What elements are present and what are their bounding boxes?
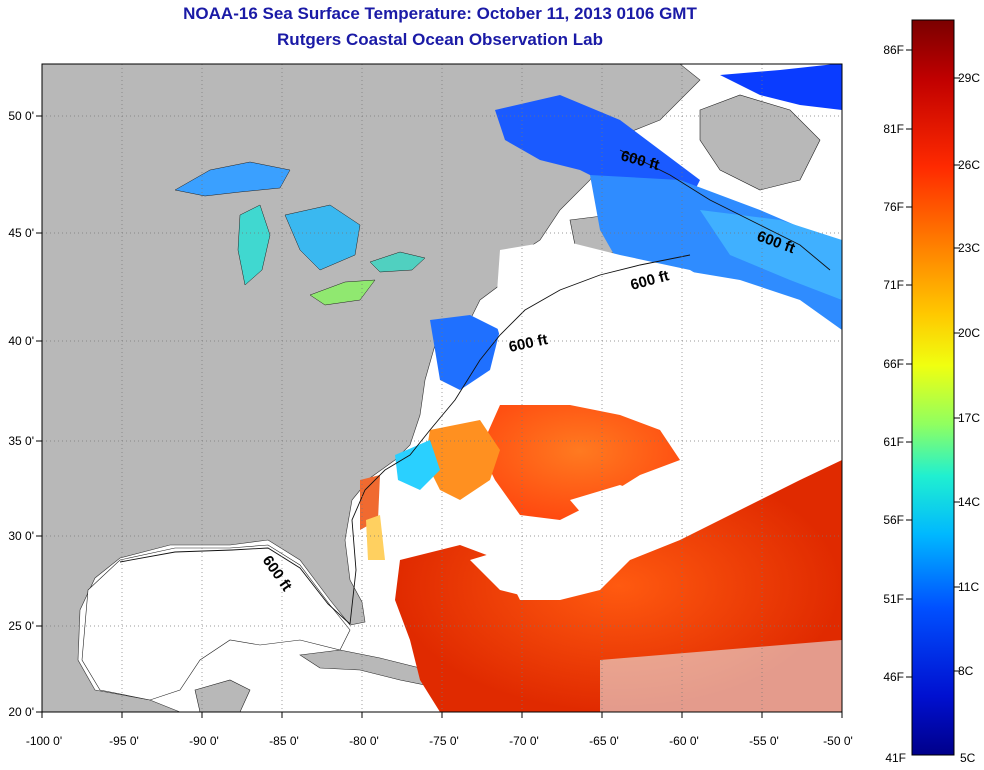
lon-tick-label: -80 0' bbox=[349, 734, 379, 748]
lon-tick-label: -70 0' bbox=[509, 734, 539, 748]
map-subtitle: Rutgers Coastal Ocean Observation Lab bbox=[277, 30, 603, 49]
lat-axis bbox=[36, 115, 42, 713]
lon-tick-label: -75 0' bbox=[429, 734, 459, 748]
colorbar-c-label: 26C bbox=[958, 158, 980, 172]
colorbar-c-label: 8C bbox=[958, 664, 974, 678]
gulf-of-mexico bbox=[81, 544, 351, 701]
colorbar-c-label: 11C bbox=[958, 580, 979, 594]
map-title: NOAA-16 Sea Surface Temperature: October… bbox=[183, 4, 697, 23]
lat-tick-label: 40 0' bbox=[8, 334, 34, 348]
colorbar bbox=[911, 19, 955, 756]
newfoundland bbox=[699, 94, 821, 191]
sst-cool-north bbox=[430, 64, 842, 390]
lon-axis bbox=[41, 712, 843, 718]
colorbar-ticks bbox=[906, 49, 960, 678]
lat-tick-label: 25 0' bbox=[8, 619, 34, 633]
colorbar-f-label: 46F bbox=[883, 670, 904, 684]
colorbar-f-label: 56F bbox=[883, 513, 904, 527]
colorbar-f-label: 81F bbox=[883, 122, 904, 136]
colorbar-c-label: 17C bbox=[958, 411, 980, 425]
colorbar-c-label: 5C bbox=[960, 751, 976, 765]
colorbar-f-label: 71F bbox=[883, 278, 904, 292]
lat-tick-label: 30 0' bbox=[8, 529, 34, 543]
land-mass bbox=[41, 63, 701, 713]
lon-tick-labels: -100 0' -95 0' -90 0' -85 0' -80 0' -75 … bbox=[26, 734, 853, 748]
lat-tick-labels: 20 0' 25 0' 30 0' 35 0' 40 0' 45 0' 50 0… bbox=[8, 109, 34, 719]
lat-tick-label: 35 0' bbox=[8, 434, 34, 448]
colorbar-c-labels: 29C 26C 23C 20C 17C 14C 11C 8C 5C bbox=[958, 71, 980, 765]
colorbar-f-label: 51F bbox=[883, 592, 904, 606]
lat-tick-label: 45 0' bbox=[8, 226, 34, 240]
sst-warm-south bbox=[360, 405, 842, 712]
lat-tick-label: 20 0' bbox=[8, 705, 34, 719]
colorbar-f-label: 66F bbox=[883, 357, 904, 371]
graticule bbox=[42, 64, 842, 712]
yucatan bbox=[194, 679, 251, 713]
colorbar-f-label: 41F bbox=[885, 751, 906, 765]
colorbar-c-label: 29C bbox=[958, 71, 980, 85]
lon-tick-label: -85 0' bbox=[269, 734, 299, 748]
colorbar-c-label: 23C bbox=[958, 241, 980, 255]
colorbar-c-label: 14C bbox=[958, 495, 980, 509]
colorbar-f-label: 86F bbox=[883, 43, 904, 57]
lon-tick-label: -60 0' bbox=[669, 734, 699, 748]
great-lakes bbox=[174, 161, 426, 306]
colorbar-f-labels: 86F 81F 76F 71F 66F 61F 56F 51F 46F 41F bbox=[883, 43, 906, 765]
lon-tick-label: -100 0' bbox=[26, 734, 62, 748]
lat-tick-label: 50 0' bbox=[8, 109, 34, 123]
lon-tick-label: -65 0' bbox=[589, 734, 619, 748]
colorbar-f-label: 61F bbox=[883, 435, 904, 449]
contour-600ft bbox=[119, 149, 831, 625]
lon-tick-label: -55 0' bbox=[749, 734, 779, 748]
colorbar-f-label: 76F bbox=[883, 200, 904, 214]
lon-tick-label: -90 0' bbox=[189, 734, 219, 748]
lon-tick-label: -50 0' bbox=[823, 734, 853, 748]
colorbar-c-label: 20C bbox=[958, 326, 980, 340]
lon-tick-label: -95 0' bbox=[109, 734, 139, 748]
